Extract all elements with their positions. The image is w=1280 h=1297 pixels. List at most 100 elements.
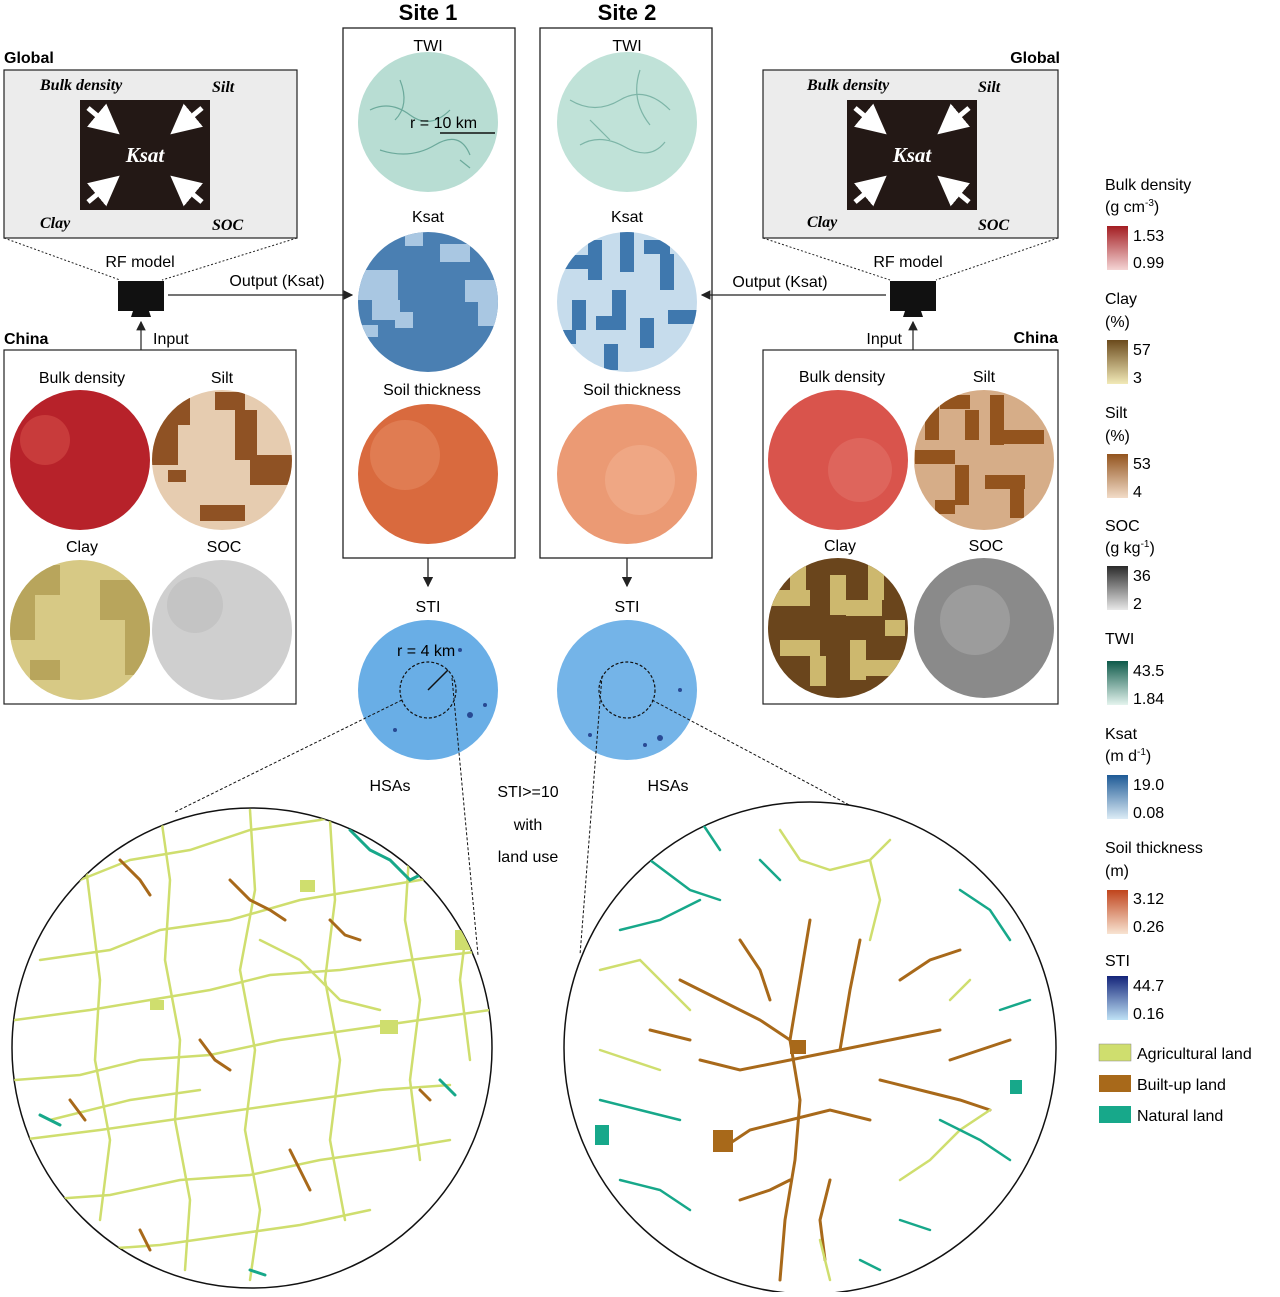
legend-agricultural-label: Agricultural land <box>1137 1046 1252 1063</box>
site2-thickness-label: Soil thickness <box>583 382 681 399</box>
site2-sti-label: STI <box>615 599 640 616</box>
site2-twi-map <box>557 52 697 192</box>
site1-sti-texture <box>393 648 487 732</box>
legend-twi: TWI 43.5 1.84 <box>1105 631 1164 708</box>
site1-ksat-label: Ksat <box>412 209 445 226</box>
rf-model-right-stand <box>903 311 923 317</box>
rf-model-right-screen <box>890 281 936 311</box>
legend-agricultural-swatch <box>1098 1043 1132 1062</box>
legend-natural-label: Natural land <box>1137 1108 1223 1125</box>
legend-soc: SOC (g kg-1) 36 2 <box>1105 518 1155 613</box>
legend-soc-min: 2 <box>1133 596 1142 613</box>
legend-soc-title: SOC <box>1105 518 1140 535</box>
global-right-clay: Clay <box>807 214 838 231</box>
output-right-label: Output (Ksat) <box>732 274 827 291</box>
china-right-soc-label: SOC <box>969 538 1004 555</box>
legend-ksat-max: 19.0 <box>1133 777 1164 794</box>
rf-model-left-screen <box>118 281 164 311</box>
legend-silt-max: 53 <box>1133 456 1151 473</box>
global-right-arrows <box>853 103 971 207</box>
legend-sti-min: 0.16 <box>1133 1006 1164 1023</box>
legend-bulk-density-unit: (g cm-3) <box>1105 198 1159 216</box>
site1-twi-label: TWI <box>413 38 442 55</box>
legend-bulk-density-title: Bulk density <box>1105 177 1191 194</box>
site2-hsa-zoom-map <box>563 801 1057 1295</box>
legend-soc-unit: (g kg-1) <box>1105 539 1155 557</box>
legend-builtup-swatch <box>1099 1075 1131 1092</box>
china-left-soc-map <box>152 560 292 700</box>
legend-soil-thickness-max: 3.12 <box>1133 891 1164 908</box>
global-right-label: Global <box>1010 50 1060 67</box>
china-left-bulk-shade <box>20 415 70 465</box>
site1-hsa-zoom-map <box>11 807 493 1289</box>
site1-box <box>342 27 516 559</box>
china-right-label: China <box>1014 330 1059 347</box>
site1-sti-scale-line <box>427 669 449 691</box>
legend-twi-min: 1.84 <box>1133 691 1164 708</box>
legend-silt-unit: (%) <box>1105 428 1130 445</box>
legend-clay-min: 3 <box>1133 370 1142 387</box>
legend-soil-thickness-min: 0.26 <box>1133 919 1164 936</box>
site2-sti-zoom-circle <box>598 661 656 719</box>
global-left-ksat-label: Ksat <box>125 143 166 167</box>
legend-soil-thickness-unit: (m) <box>1105 863 1129 880</box>
legend-sti: STI 44.7 0.16 <box>1105 953 1164 1023</box>
legend-natural-swatch <box>1099 1106 1131 1123</box>
legend-twi-bar <box>1107 661 1128 705</box>
legend-twi-max: 43.5 <box>1133 663 1164 680</box>
site1-twi-scale-label: r = 10 km <box>410 115 477 132</box>
legend-silt-bar <box>1107 454 1128 498</box>
legend-silt-min: 4 <box>1133 484 1142 501</box>
legend-silt-title: Silt <box>1105 405 1128 422</box>
legend-clay-title: Clay <box>1105 291 1137 308</box>
china-left-silt-label: Silt <box>211 370 234 387</box>
rf-model-left-stand <box>131 311 151 317</box>
legend-ksat-min: 0.08 <box>1133 805 1164 822</box>
china-left-soc-label: SOC <box>207 539 242 556</box>
site1-ksat-map <box>358 232 498 372</box>
global-right-soc: SOC <box>978 217 1009 234</box>
site1-sti-scale-label: r = 4 km <box>397 643 455 660</box>
site1-title: Site 1 <box>399 0 458 25</box>
china-right-bulk-label: Bulk density <box>799 369 885 386</box>
china-left-bulk-label: Bulk density <box>39 370 125 387</box>
input-left-label: Input <box>153 331 189 348</box>
legend-twi-title: TWI <box>1105 631 1134 648</box>
site1-twi-texture <box>369 79 471 169</box>
global-right-bulk-density: Bulk density <box>806 77 890 94</box>
site1-thickness-label: Soil thickness <box>383 382 481 399</box>
china-right-silt-patches <box>915 395 1044 518</box>
site1-thickness-shade <box>370 420 440 490</box>
china-right-bulk-shade <box>828 438 892 502</box>
site2-hsas-label: HSAs <box>648 778 689 795</box>
site2-twi-label: TWI <box>612 38 641 55</box>
legend-sti-title: STI <box>1105 953 1130 970</box>
legend-sti-max: 44.7 <box>1133 978 1164 995</box>
legend-bulk-density-max: 1.53 <box>1133 228 1164 245</box>
legend-soc-bar <box>1107 566 1128 610</box>
rf-model-right-label: RF model <box>873 254 942 271</box>
china-right-clay-label: Clay <box>824 538 856 555</box>
site2-ksat-dark-patches <box>557 232 697 370</box>
legend-clay-bar <box>1107 340 1128 384</box>
criteria-line-2: with <box>513 817 542 834</box>
china-left-soc-shade <box>167 577 223 633</box>
site2-box <box>539 27 713 559</box>
global-left-silt: Silt <box>212 79 235 96</box>
global-right-ksat-label: Ksat <box>892 143 933 167</box>
site1-hsa-network <box>13 808 492 1282</box>
legend-ksat-title: Ksat <box>1105 726 1138 743</box>
legend-clay-max: 57 <box>1133 342 1151 359</box>
legend-soc-max: 36 <box>1133 568 1151 585</box>
site2-thickness-map <box>557 404 697 544</box>
legend-soil-thickness-title: Soil thickness <box>1105 840 1203 857</box>
china-left-box <box>3 349 297 705</box>
legend-ksat: Ksat (m d-1) 19.0 0.08 <box>1105 726 1164 822</box>
output-left-label: Output (Ksat) <box>229 273 324 290</box>
legend-clay-unit: (%) <box>1105 314 1130 331</box>
site1-hsas-label: HSAs <box>370 778 411 795</box>
legend-soil-thickness-bar <box>1107 890 1128 934</box>
site1-sti-label: STI <box>416 599 441 616</box>
legend-bulk-density-min: 0.99 <box>1133 255 1164 272</box>
